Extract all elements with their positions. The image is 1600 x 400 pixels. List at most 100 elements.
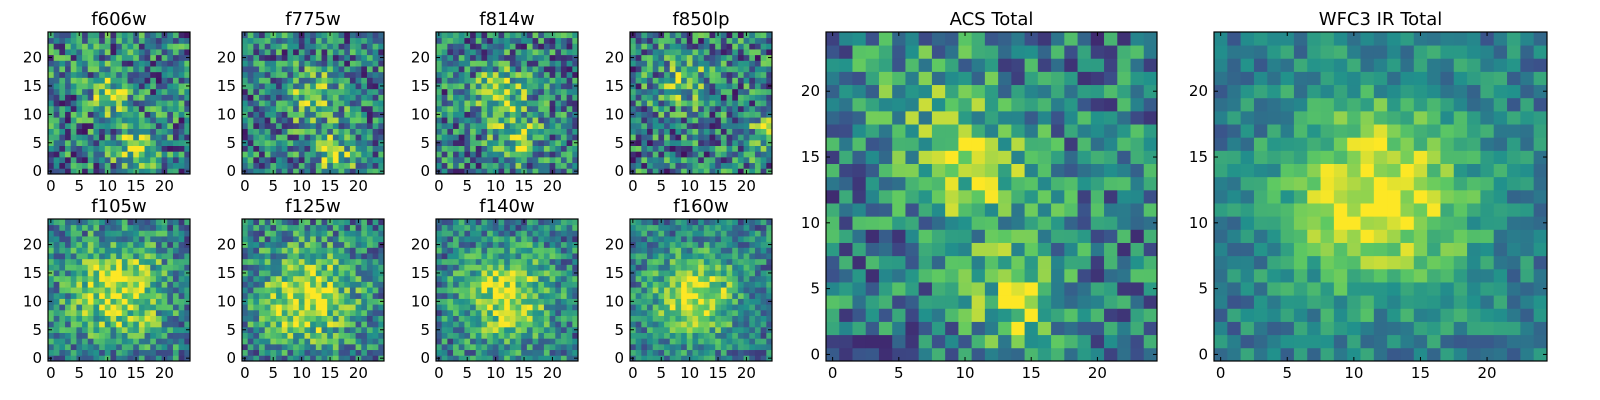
pixel-cell [349, 156, 356, 164]
axes-frame [47, 218, 191, 362]
pixel-cell [53, 241, 60, 248]
pixel-cell [555, 122, 562, 129]
pixel-cell [253, 281, 260, 288]
pixel-cell [178, 258, 185, 265]
pixel-cell [664, 139, 671, 146]
pixel-cell [281, 71, 288, 78]
pixel-cell [509, 304, 516, 311]
pixel-cell [349, 128, 356, 135]
pixel-cell [641, 37, 648, 44]
pixel-cell [726, 134, 733, 141]
pixel-cell [743, 275, 750, 282]
pixel-cell [709, 292, 716, 299]
pixel-cell [48, 60, 55, 67]
pixel-cell [652, 100, 659, 107]
pixel-cell [515, 224, 522, 231]
pixel-cell [287, 287, 294, 294]
pixel-cell [276, 264, 283, 271]
pixel-cell [121, 139, 128, 146]
pixel-cell [555, 117, 562, 124]
pixel-cell [515, 292, 522, 299]
pixel-cell [349, 332, 356, 339]
pixel-cell [76, 105, 83, 112]
pixel-cell [321, 37, 328, 44]
pixel-cell [298, 37, 305, 44]
pixel-cell [293, 54, 300, 61]
pixel-cell [253, 304, 260, 311]
pixel-cell [372, 83, 379, 90]
pixel-cell [361, 117, 368, 124]
pixel-cell [355, 258, 362, 265]
pixel-cell [304, 287, 311, 294]
pixel-cell [344, 315, 351, 322]
pixel-cell [270, 275, 277, 282]
pixel-cell [327, 332, 334, 339]
pixel-cell [116, 83, 123, 90]
pixel-cell [172, 128, 180, 135]
pixel-cell [630, 321, 637, 328]
pixel-cell [372, 309, 379, 316]
pixel-cell [53, 100, 60, 107]
pixel-cell [447, 32, 454, 39]
pixel-cell [743, 54, 750, 61]
pixel-cell [144, 60, 151, 67]
pixel-cell [515, 230, 522, 237]
pixel-cell [669, 134, 676, 141]
pixel-cell [504, 32, 511, 39]
pixel-cell [327, 270, 334, 277]
pixel-cell [760, 32, 767, 39]
pixel-cell [167, 83, 174, 90]
pixel-cell [652, 94, 659, 101]
x-tick-label: 5 [462, 364, 472, 382]
pixel-cell [720, 298, 727, 305]
pixel-cell [458, 281, 465, 288]
pixel-cell [732, 326, 739, 333]
pixel-cell [447, 139, 454, 146]
pixel-cell [110, 332, 117, 339]
pixel-cell [498, 270, 505, 277]
pixel-cell [178, 139, 185, 146]
pixel-cell [338, 100, 345, 107]
pixel-cell [509, 66, 516, 73]
pixel-cell [555, 162, 562, 169]
pixel-cell [709, 298, 716, 305]
pixel-cell [766, 32, 773, 39]
pixel-cell [259, 162, 266, 169]
pixel-cell [327, 315, 334, 322]
pixel-cell [492, 241, 499, 248]
pixel-cell [492, 275, 499, 282]
pixel-cell [338, 134, 345, 141]
pixel-cell [93, 151, 100, 158]
pixel-cell [281, 304, 288, 311]
pixel-cell [509, 54, 516, 61]
pixel-cell [766, 43, 773, 50]
pixel-cell [172, 83, 180, 90]
pixel-cell [104, 49, 111, 56]
pixel-cell [441, 151, 448, 158]
pixel-cell [749, 134, 756, 141]
pixel-cell [378, 343, 385, 351]
pixel-cell [692, 134, 699, 141]
pixel-cell [635, 139, 642, 146]
pixel-cell [116, 253, 123, 260]
pixel-cell [338, 304, 345, 311]
pixel-cell [532, 275, 539, 282]
pixel-cell [87, 145, 94, 152]
pixel-cell [65, 128, 72, 135]
pixel-cell [749, 298, 756, 305]
pixel-cell [87, 54, 94, 61]
pixel-cell [338, 117, 345, 124]
pixel-cell [150, 105, 157, 112]
pixel-cell [532, 162, 539, 169]
pixel-cell [549, 321, 556, 328]
pixel-cell [321, 43, 328, 50]
pixel-cell [372, 247, 379, 254]
pixel-cell [549, 253, 556, 260]
pixel-cell [293, 258, 300, 265]
pixel-cell [669, 60, 676, 67]
pixel-cell [366, 111, 374, 118]
pixel-cell [549, 37, 556, 44]
pixel-cell [378, 332, 385, 339]
pixel-cell [87, 343, 94, 351]
